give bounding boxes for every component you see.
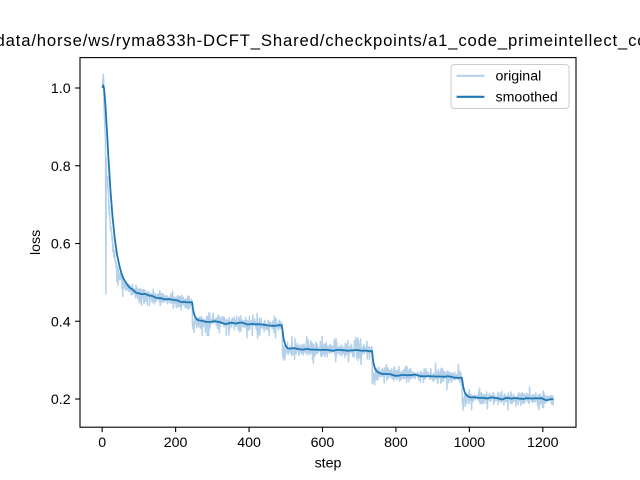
- svg-text:data/horse/ws/ryma833h-DCFT_Sh: data/horse/ws/ryma833h-DCFT_Shared/check…: [0, 31, 640, 50]
- svg-text:800: 800: [384, 435, 408, 451]
- svg-text:1000: 1000: [454, 435, 486, 451]
- svg-text:1200: 1200: [527, 435, 559, 451]
- svg-text:0.4: 0.4: [51, 314, 71, 330]
- svg-text:400: 400: [237, 435, 261, 451]
- svg-text:600: 600: [311, 435, 335, 451]
- svg-text:0: 0: [98, 435, 106, 451]
- svg-text:step: step: [315, 456, 342, 472]
- svg-text:smoothed: smoothed: [496, 90, 558, 106]
- svg-text:0.6: 0.6: [51, 237, 71, 253]
- svg-text:original: original: [496, 69, 542, 85]
- svg-text:200: 200: [164, 435, 188, 451]
- svg-text:0.8: 0.8: [51, 159, 71, 175]
- svg-text:1.0: 1.0: [51, 81, 71, 97]
- svg-text:0.2: 0.2: [51, 392, 71, 408]
- svg-text:loss: loss: [28, 230, 44, 255]
